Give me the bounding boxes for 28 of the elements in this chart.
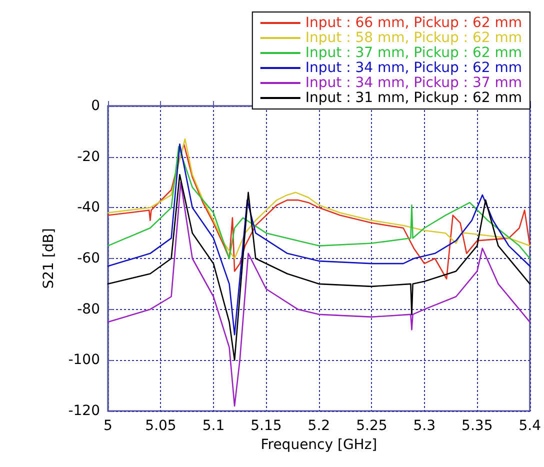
x-tick-label: 5.25	[356, 418, 388, 434]
legend-label: Input : 34 mm, Pickup : 37 mm	[305, 75, 522, 91]
y-tick-label: 0	[91, 98, 100, 114]
y-tick-label: -60	[77, 250, 100, 266]
legend-label: Input : 58 mm, Pickup : 62 mm	[305, 30, 522, 46]
line-series	[107, 174, 531, 361]
legend-label: Input : 34 mm, Pickup : 62 mm	[305, 60, 522, 76]
x-tick-label: 5.2	[308, 418, 330, 434]
y-tick-label: -40	[77, 200, 100, 216]
legend-label: Input : 37 mm, Pickup : 62 mm	[305, 45, 522, 61]
x-tick-label: 5.1	[202, 418, 225, 434]
y-tick-label: -100	[68, 352, 100, 368]
line-series	[107, 143, 531, 336]
legend-label: Input : 66 mm, Pickup : 62 mm	[305, 15, 522, 31]
y-tick-label: -80	[77, 301, 100, 318]
x-tick-label: 5	[104, 418, 112, 434]
line-series	[107, 143, 531, 280]
y-tick-label: -20	[77, 148, 100, 165]
y-tick-label: -120	[68, 403, 100, 419]
y-axis-title: S21 [dB]	[41, 228, 57, 289]
x-tick-label: 5.05	[145, 418, 176, 434]
x-axis-title: Frequency [GHz]	[260, 436, 378, 453]
x-tick-label: 5.4	[518, 418, 542, 434]
legend-label: Input : 31 mm, Pickup : 62 mm	[305, 90, 522, 106]
line-series	[107, 182, 531, 407]
x-tick-label: 5.3	[413, 418, 436, 434]
x-tick-label: 5.15	[250, 418, 282, 434]
x-tick-label: 5.35	[462, 418, 493, 434]
